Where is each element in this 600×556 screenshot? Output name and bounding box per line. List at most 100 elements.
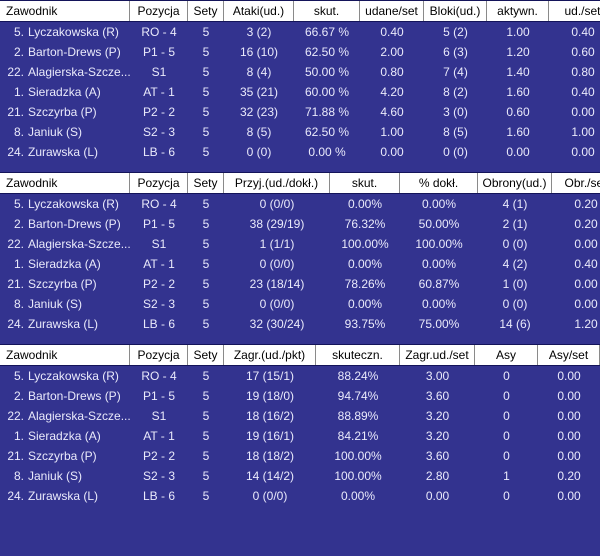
stat-cell: 3.60 <box>425 389 450 403</box>
player-cell: 24. Zurawska (L) <box>0 314 130 334</box>
stat-cell: 5 <box>202 85 210 99</box>
column-header: Asy <box>475 345 538 365</box>
player-row[interactable]: 2. Barton-Drews (P) P1 - 5 5 38 (29/19) 76.32… <box>0 214 600 234</box>
stat-cell: 0.20 <box>574 197 598 211</box>
player-row[interactable]: 8. Janiuk (S) S2 - 3 5 0 (0/0) 0.00% 0.00% 0 (0… <box>0 294 600 314</box>
stat-cell: 0.00 <box>557 409 581 423</box>
stat-cell: 2 (1) <box>502 217 528 231</box>
column-header: % dokł. <box>400 173 478 193</box>
stat-cell: 71.88 % <box>304 105 350 119</box>
player-name: Zurawska (L) <box>28 489 99 503</box>
player-row[interactable]: 21. Szczyrba (P) P2 - 2 5 23 (18/14) 78.26% 60… <box>0 274 600 294</box>
stat-cell: 0.00% <box>347 297 383 311</box>
player-row[interactable]: 8. Janiuk (S) S2 - 3 5 8 (5) 62.50 % 1.00 8 (5)… <box>0 122 600 142</box>
stat-cell: 5 <box>202 317 210 331</box>
player-cell: 24. Zurawska (L) <box>0 486 130 506</box>
stat-cell: LB - 6 <box>142 489 175 503</box>
stat-cell: S2 - 3 <box>142 125 175 139</box>
player-row[interactable]: 5. Lyczakowska (R) RO - 4 5 17 (15/1) 88.24% 3… <box>0 366 600 386</box>
stat-cell: 93.75% <box>344 317 386 331</box>
player-number: 24. <box>7 145 24 159</box>
stat-cell: 5 <box>202 197 210 211</box>
player-cell: 8. Janiuk (S) <box>0 122 130 142</box>
stat-cell: 14 (14/2) <box>245 469 295 483</box>
player-name: Zurawska (L) <box>28 317 99 331</box>
player-row[interactable]: 2. Barton-Drews (P) P1 - 5 5 16 (10) 62.50 % 2… <box>0 42 600 62</box>
player-number: 8. <box>13 125 24 139</box>
player-row[interactable]: 5. Lyczakowska (R) RO - 4 5 0 (0/0) 0.00% 0.00… <box>0 194 600 214</box>
stat-cell: 4 (1) <box>502 197 528 211</box>
player-row[interactable]: 2. Barton-Drews (P) P1 - 5 5 19 (18/0) 94.74%… <box>0 386 600 406</box>
player-row[interactable]: 24. Zurawska (L) LB - 6 5 32 (30/24) 93.75% 75… <box>0 314 600 334</box>
stat-cell: 8 (5) <box>443 125 468 139</box>
player-cell: 8. Janiuk (S) <box>0 466 130 486</box>
player-cell: 22. Alagierska-Szcze... <box>0 62 130 82</box>
stat-cell: 94.74% <box>337 389 379 403</box>
player-row[interactable]: 1. Sieradzka (A) AT - 1 5 19 (16/1) 84.21% 3.2… <box>0 426 600 446</box>
stat-cell: 75.00% <box>418 317 460 331</box>
stat-cell: 5 <box>202 217 210 231</box>
player-name: Janiuk (S) <box>28 297 83 311</box>
stat-cell: 5 <box>202 369 210 383</box>
player-cell: 22. Alagierska-Szcze... <box>0 406 130 426</box>
stat-cell: 1.00 <box>380 125 404 139</box>
player-number: 5. <box>13 369 24 383</box>
player-name: Barton-Drews (P) <box>28 389 121 403</box>
stat-cell: 19 (18/0) <box>245 389 295 403</box>
player-cell: 21. Szczyrba (P) <box>0 102 130 122</box>
stat-cell: 18 (18/2) <box>245 449 295 463</box>
player-cell: 1. Sieradzka (A) <box>0 426 130 446</box>
table-body: 5. Lyczakowska (R) RO - 4 5 3 (2) 66.67 % 0.40… <box>0 22 600 162</box>
stat-cell: S2 - 3 <box>142 297 175 311</box>
stat-cell: 0.40 <box>571 25 595 39</box>
stat-cell: 0.00 <box>574 237 598 251</box>
stat-cell: 1.20 <box>506 45 530 59</box>
player-row[interactable]: 24. Zurawska (L) LB - 6 5 0 (0) 0.00 % 0.00 0 (… <box>0 142 600 162</box>
stat-cell: 17 (15/1) <box>245 369 295 383</box>
player-row[interactable]: 8. Janiuk (S) S2 - 3 5 14 (14/2) 100.00% 2.80 1… <box>0 466 600 486</box>
stat-cell: 5 <box>202 389 210 403</box>
stat-cell: 100.00% <box>341 237 389 251</box>
player-name: Alagierska-Szcze... <box>28 65 130 79</box>
stat-cell: P1 - 5 <box>142 389 175 403</box>
player-row[interactable]: 21. Szczyrba (P) P2 - 2 5 32 (23) 71.88 % 4.60… <box>0 102 600 122</box>
stat-cell: 0.00 <box>571 145 595 159</box>
stat-cell: 0.00 <box>557 489 581 503</box>
column-header: Pozycja <box>130 1 188 21</box>
column-header: Bloki(ud.) <box>424 1 487 21</box>
stat-cell: 16 (10) <box>239 45 279 59</box>
player-row[interactable]: 22. Alagierska-Szcze... S1 5 8 (4) 50.00 % 0.8… <box>0 62 600 82</box>
stat-cell: AT - 1 <box>143 257 175 271</box>
player-cell: 21. Szczyrba (P) <box>0 274 130 294</box>
player-row[interactable]: 24. Zurawska (L) LB - 6 5 0 (0/0) 0.00% 0.00 0 0… <box>0 486 600 506</box>
player-number: 2. <box>13 217 24 231</box>
player-cell: 5. Lyczakowska (R) <box>0 194 130 214</box>
player-row[interactable]: 21. Szczyrba (P) P2 - 2 5 18 (18/2) 100.00% 3.… <box>0 446 600 466</box>
player-name: Sieradzka (A) <box>28 257 101 271</box>
column-header: skut. <box>294 1 360 21</box>
player-row[interactable]: 22. Alagierska-Szcze... S1 5 1 (1/1) 100.00% 1… <box>0 234 600 254</box>
player-row[interactable]: 22. Alagierska-Szcze... S1 5 18 (16/2) 88.89%… <box>0 406 600 426</box>
stat-cell: S1 <box>151 237 167 251</box>
stat-cell: 3 (2) <box>246 25 272 39</box>
stat-cell: 0 (0) <box>502 237 528 251</box>
stat-cell: 5 <box>202 65 210 79</box>
player-row[interactable]: 5. Lyczakowska (R) RO - 4 5 3 (2) 66.67 % 0.40… <box>0 22 600 42</box>
player-name: Szczyrba (P) <box>28 277 97 291</box>
stat-cell: 0.00 <box>557 429 581 443</box>
stat-cell: 3 (0) <box>443 105 468 119</box>
player-cell: 21. Szczyrba (P) <box>0 446 130 466</box>
player-row[interactable]: 1. Sieradzka (A) AT - 1 5 0 (0/0) 0.00% 0.00% 4… <box>0 254 600 274</box>
player-number: 1. <box>13 429 24 443</box>
column-header: Zawodnik <box>0 173 130 193</box>
stat-cell: 5 <box>202 125 210 139</box>
player-name: Lyczakowska (R) <box>28 25 119 39</box>
player-row[interactable]: 1. Sieradzka (A) AT - 1 5 35 (21) 60.00 % 4.20… <box>0 82 600 102</box>
stat-cell: 0.40 <box>574 257 598 271</box>
stat-cell: P2 - 2 <box>142 105 175 119</box>
stat-cell: 60.87% <box>418 277 460 291</box>
player-number: 22. <box>7 237 24 251</box>
stat-cell: P1 - 5 <box>142 217 175 231</box>
table-gap <box>0 162 600 172</box>
